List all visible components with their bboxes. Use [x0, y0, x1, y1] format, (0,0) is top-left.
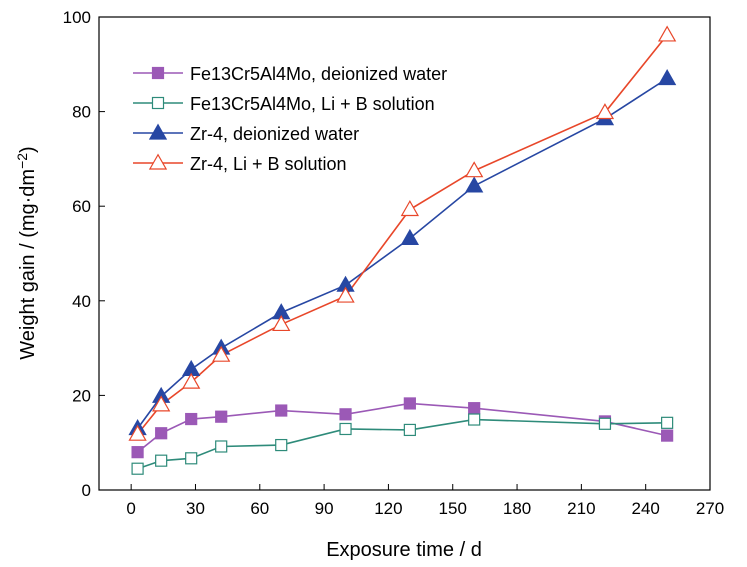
data-point — [339, 422, 352, 436]
x-tick-label: 270 — [696, 499, 724, 518]
data-point — [131, 446, 144, 459]
data-point — [215, 410, 228, 423]
x-tick-label: 210 — [567, 499, 595, 518]
series-line-4 — [136, 34, 668, 435]
data-point — [336, 286, 355, 303]
data-point — [212, 345, 231, 362]
legend-label: Zr-4, deionized water — [190, 124, 359, 144]
legend-label: Fe13Cr5Al4Mo, Li + B solution — [190, 94, 435, 114]
legend-marker — [151, 96, 165, 110]
data-point — [598, 417, 612, 430]
legend: Fe13Cr5Al4Mo, deionized water Fe13Cr5Al4M… — [133, 64, 447, 174]
series-line-3 — [136, 77, 668, 429]
data-point — [595, 103, 615, 120]
data-point — [465, 161, 484, 178]
data-point — [400, 200, 420, 217]
series-line-2 — [137, 418, 668, 470]
data-point — [275, 438, 288, 452]
legend-label: Fe13Cr5Al4Mo, deionized water — [190, 64, 447, 84]
x-tick-label: 60 — [250, 499, 269, 518]
legend-marker — [151, 66, 165, 80]
x-tick-label: 120 — [374, 499, 402, 518]
data-point — [155, 454, 168, 467]
data-point — [128, 424, 147, 441]
data-point — [272, 314, 291, 332]
legend-label: Zr-4, Li + B solution — [190, 154, 347, 174]
series-markers — [128, 25, 677, 475]
data-point — [657, 69, 677, 86]
data-point — [403, 423, 416, 437]
data-point — [131, 462, 144, 475]
series-line-1 — [137, 402, 668, 453]
legend-marker — [148, 123, 168, 140]
data-point — [215, 440, 228, 453]
x-tick-label: 240 — [631, 499, 659, 518]
data-point — [661, 429, 674, 442]
x-tick-label: 180 — [503, 499, 531, 518]
plot-frame — [98, 16, 711, 491]
x-tick-label: 150 — [439, 499, 467, 518]
data-point — [465, 176, 484, 193]
data-point — [468, 402, 481, 415]
data-point — [661, 416, 674, 429]
legend-marker — [148, 153, 168, 170]
data-point — [275, 404, 288, 417]
x-tick-label: 90 — [315, 499, 334, 518]
data-point — [182, 372, 201, 389]
y-tick-label: 60 — [72, 197, 91, 216]
y-tick-label: 100 — [63, 8, 91, 27]
x-axis-title: Exposure time / d — [326, 539, 482, 561]
data-point — [657, 25, 677, 42]
y-axis-title: Weight gain / (mg·dm−2) — [14, 146, 39, 359]
y-tick-label: 80 — [72, 103, 91, 122]
data-point — [152, 395, 171, 412]
x-tick-label: 0 — [126, 499, 135, 518]
y-axis-title-close: ) — [17, 146, 39, 153]
data-point — [400, 228, 420, 245]
y-axis-title-main: Weight gain / (mg·dm — [17, 169, 39, 360]
data-point — [185, 452, 198, 465]
series-lines — [136, 34, 668, 470]
y-tick-label: 40 — [72, 292, 91, 311]
y-tick-label: 0 — [82, 481, 91, 500]
x-tick-label: 30 — [186, 499, 205, 518]
axis-ticks: 0 30 60 90 120 150 180 210 240 270 0 20 40 60 80 100 — [63, 8, 725, 518]
data-point — [403, 397, 416, 410]
y-tick-label: 20 — [72, 386, 91, 405]
data-point — [339, 408, 352, 421]
data-point — [185, 412, 198, 426]
data-point — [155, 427, 168, 440]
data-point — [468, 413, 481, 426]
y-axis-title-exponent: −2 — [14, 153, 30, 169]
